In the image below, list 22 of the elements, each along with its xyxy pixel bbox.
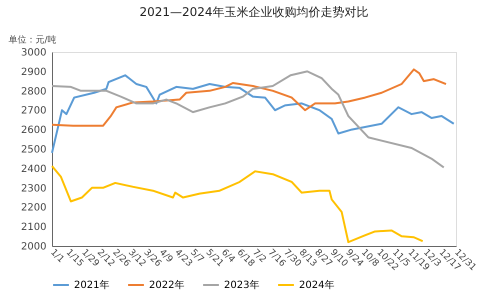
y-tick-label: 2300 <box>21 183 46 194</box>
line-series <box>51 70 445 168</box>
y-tick-label: 2100 <box>21 222 46 234</box>
y-tick-label: 2400 <box>21 164 46 175</box>
x-tick-label: 1/1 <box>48 248 66 265</box>
line-series <box>51 165 424 244</box>
line-series <box>51 68 448 127</box>
chart-title: 2021—2024年玉米企业收购均价走势对比 <box>139 5 369 19</box>
y-tick-label: 2000 <box>21 242 46 252</box>
y-tick-label: 3000 <box>21 48 46 58</box>
y-tick-label: 2900 <box>21 66 46 78</box>
line-series <box>51 74 455 154</box>
legend-label: 2022年 <box>149 279 184 291</box>
y-tick-label: 2200 <box>21 202 46 214</box>
legend-label: 2021年 <box>74 279 110 291</box>
y-axis-title: 单位：元/吨 <box>8 34 57 46</box>
y-tick-label: 2800 <box>21 86 46 98</box>
y-tick-label: 2600 <box>21 125 46 136</box>
legend-label: 2023年 <box>224 279 260 291</box>
y-tick-label: 2700 <box>21 106 46 117</box>
y-tick-label: 2500 <box>21 144 46 156</box>
legend-label: 2024年 <box>299 279 334 291</box>
